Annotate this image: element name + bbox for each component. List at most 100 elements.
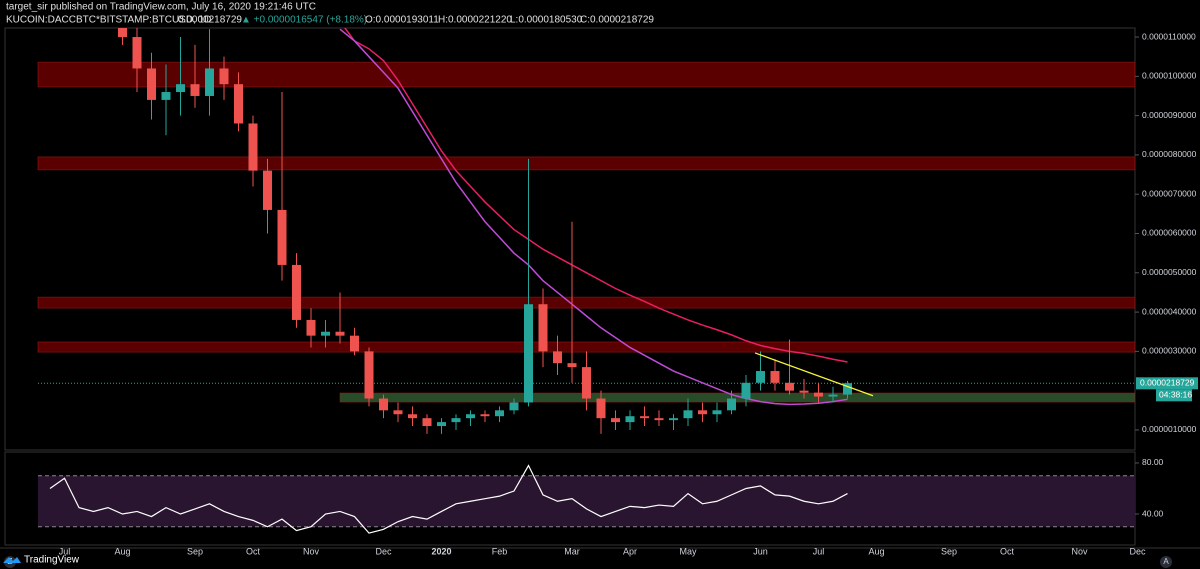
- candle-body: [814, 392, 823, 397]
- zone: [37, 341, 1135, 353]
- candle-body: [553, 351, 562, 364]
- candle-body: [437, 422, 446, 427]
- candle-body: [843, 383, 852, 395]
- candle-body: [321, 331, 330, 336]
- main-pane: [4, 27, 1136, 451]
- brand: TradingView: [24, 555, 80, 566]
- candle-body: [379, 398, 388, 411]
- brand-logo: [3, 557, 21, 563]
- moving-average: [339, 28, 848, 406]
- x-tick-label: Aug: [868, 546, 884, 556]
- x-tick-label: Jun: [753, 546, 768, 556]
- y-tick-label: 0.0000080000: [1142, 149, 1197, 159]
- close: C:0.0000218729: [580, 15, 654, 26]
- x-tick-label: Sep: [187, 546, 203, 556]
- x-tick-label: Dec: [1129, 546, 1146, 556]
- candle-body: [335, 331, 345, 336]
- right-button[interactable]: [1160, 556, 1172, 568]
- x-tick-label: Sep: [941, 546, 957, 556]
- high: H:0.0000221220: [438, 15, 512, 26]
- x-tick-label: Dec: [375, 546, 392, 556]
- x-tick-label: May: [679, 546, 697, 556]
- y-tick-label: 0.0000090000: [1142, 110, 1197, 120]
- y-tick-label: 0.0000030000: [1142, 346, 1197, 356]
- right-button-label[interactable]: A: [1163, 557, 1169, 566]
- candle-body: [205, 68, 214, 96]
- candle-body: [727, 398, 736, 411]
- candle-body: [770, 371, 780, 383]
- change: ▲ +0.0000016547 (+8.18%): [241, 15, 367, 26]
- candle-body: [654, 418, 664, 421]
- y-tick-label: 0.0000050000: [1142, 267, 1197, 277]
- open: O:0.0000193011: [365, 15, 439, 26]
- x-tick-label: Jul: [813, 546, 825, 556]
- candle-body: [364, 351, 374, 399]
- countdown-box: [1156, 389, 1192, 402]
- candle-body: [799, 390, 809, 393]
- zone: [37, 296, 1135, 309]
- symbol: KUCOIN:DACCBTC*BITSTAMP:BTCUSD, 1D: [6, 15, 211, 26]
- candle-body: [509, 402, 519, 411]
- candle-body: [756, 371, 765, 383]
- rsi-band: [38, 475, 1135, 527]
- candle-body: [161, 92, 171, 100]
- last-price-box: [1136, 377, 1198, 390]
- x-tick-label: Mar: [564, 546, 580, 556]
- candle-body: [567, 363, 577, 368]
- candle-body: [596, 398, 606, 419]
- zone: [37, 156, 1135, 171]
- x-tick-label: Feb: [492, 546, 508, 556]
- candle-body: [466, 414, 475, 419]
- y-tick-label: 0.0000010000: [1142, 424, 1197, 434]
- candle-body: [785, 382, 794, 391]
- y-tick-label: 0.0000110000: [1142, 31, 1196, 41]
- x-tick-label: Nov: [1071, 546, 1088, 556]
- x-tick-label: Oct: [246, 546, 261, 556]
- zone: [339, 392, 1135, 403]
- candle-body: [669, 418, 678, 421]
- candle-body: [582, 367, 591, 399]
- candle-body: [292, 264, 301, 320]
- candle-body: [480, 414, 490, 417]
- candle-body: [248, 123, 258, 171]
- candle-body: [495, 410, 504, 417]
- candle-body: [524, 304, 533, 403]
- price: 0.0000218729: [178, 15, 242, 26]
- candle-body: [219, 68, 229, 85]
- x-tick-label: Jul: [59, 546, 71, 556]
- x-tick-label: Nov: [303, 546, 320, 556]
- candle-body: [712, 410, 722, 415]
- y-tick-label: 0.0000060000: [1142, 228, 1197, 238]
- candle-body: [640, 416, 649, 419]
- x-tick-label: Apr: [623, 546, 637, 556]
- y-tick-label: 0.0000100000: [1142, 71, 1197, 81]
- candle-body: [698, 410, 707, 415]
- candle-body: [451, 418, 461, 423]
- y-tick-label: 0.0000040000: [1142, 306, 1197, 316]
- trendline: [754, 352, 874, 397]
- candle-body: [118, 28, 127, 38]
- candle-body: [828, 394, 838, 397]
- candle-body: [234, 84, 243, 124]
- candle-body: [625, 416, 635, 423]
- candle-body: [277, 209, 287, 265]
- candle-body: [393, 410, 403, 415]
- low: L:0.0000180530: [510, 15, 583, 26]
- candle-body: [306, 319, 316, 336]
- y-tick-label: 40.00: [1142, 508, 1164, 518]
- moving-average: [343, 28, 848, 363]
- y-tick-label: 80.00: [1142, 457, 1164, 467]
- candle-body: [611, 418, 620, 423]
- x-tick-label: Oct: [1000, 546, 1015, 556]
- x-tick-label: Aug: [114, 546, 130, 556]
- candle-body: [350, 335, 359, 352]
- candle-body: [147, 68, 156, 100]
- candle-body: [176, 84, 185, 93]
- publisher: target_sir published on TradingView.com,…: [6, 2, 316, 13]
- candle-body: [132, 37, 142, 69]
- last-price-label: 0.0000218729: [1140, 378, 1195, 388]
- x-tick-label: 2020: [431, 546, 451, 556]
- candle-body: [263, 170, 272, 210]
